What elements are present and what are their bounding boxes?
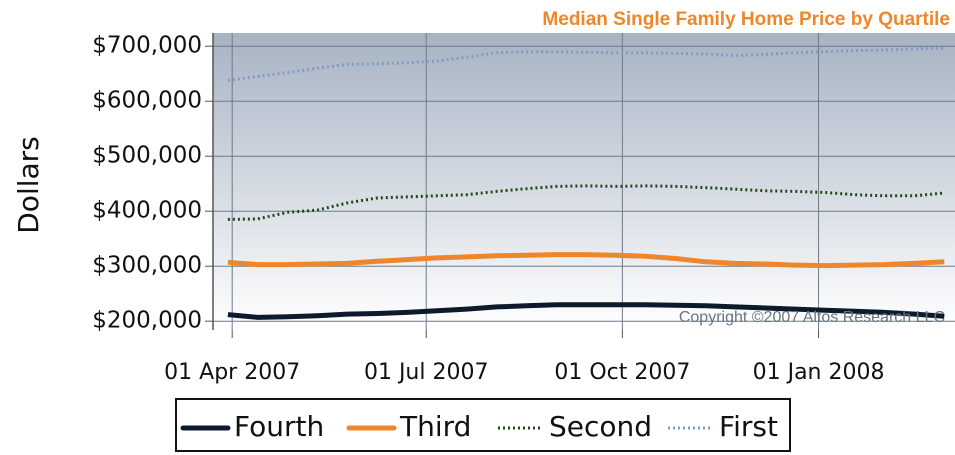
legend-items: Fourth Third Second First bbox=[180, 410, 778, 443]
chart-title: Median Single Family Home Price by Quart… bbox=[542, 9, 950, 30]
legend-label: Third bbox=[399, 410, 471, 443]
x-tick-label: 01 Oct 2007 bbox=[554, 360, 690, 385]
x-tick-label: 01 Jul 2007 bbox=[364, 360, 489, 385]
x-tick-label: 01 Apr 2007 bbox=[164, 360, 300, 385]
series-line bbox=[227, 252, 945, 269]
series-line bbox=[227, 184, 945, 221]
legend-label: Second bbox=[549, 410, 652, 443]
legend-label: First bbox=[719, 410, 778, 443]
y-tick-label: $700,000 bbox=[92, 33, 202, 59]
y-axis-label: Dollars bbox=[12, 136, 45, 234]
series-line bbox=[227, 302, 945, 320]
legend-label: Fourth bbox=[234, 410, 324, 443]
annotation: Copyright ©2007 Altos Research LLC bbox=[679, 309, 945, 326]
grid: $200,000 $300,000 $400,000 $500,000 $600,000… bbox=[92, 33, 955, 385]
lines bbox=[227, 46, 945, 320]
legend bbox=[175, 398, 791, 452]
y-tick-label: $200,000 bbox=[92, 308, 202, 334]
y-tick-label: $300,000 bbox=[92, 253, 202, 279]
x-tick-label: 01 Jan 2008 bbox=[753, 360, 885, 385]
series-line bbox=[227, 46, 945, 82]
y-tick-label: $600,000 bbox=[92, 88, 202, 114]
y-tick-label: $500,000 bbox=[92, 143, 202, 169]
y-tick-label: $400,000 bbox=[92, 198, 202, 224]
plot-area bbox=[213, 33, 955, 330]
